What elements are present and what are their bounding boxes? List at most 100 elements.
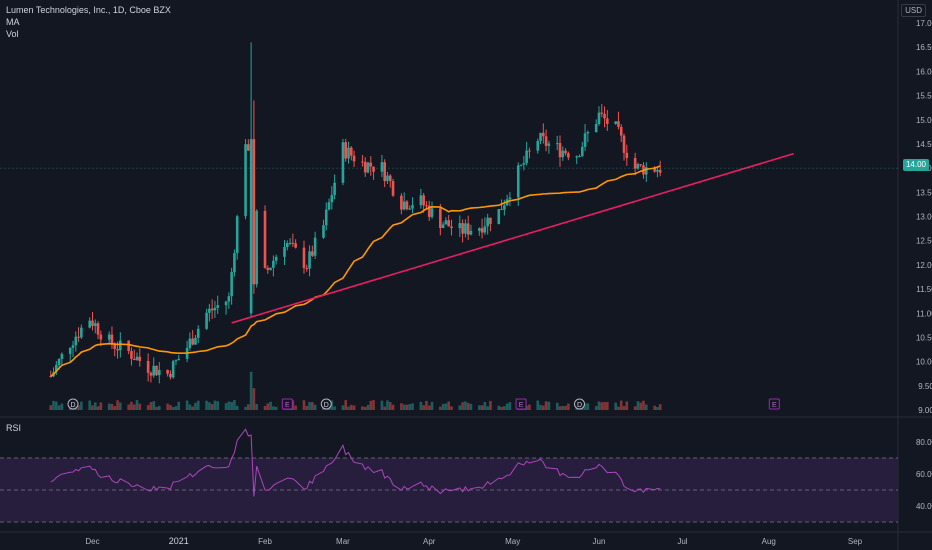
volume-bar: [544, 401, 548, 410]
candle-body: [291, 242, 295, 244]
volume-bar: [600, 402, 604, 410]
candle-body: [636, 164, 640, 169]
price-tick-label: 12.50: [916, 237, 932, 246]
volume-bar: [349, 404, 353, 410]
candle-body: [352, 155, 356, 162]
candle-body: [322, 225, 325, 238]
candle-body: [60, 353, 64, 359]
candle-body: [447, 220, 450, 227]
time-tick-label: Aug: [762, 537, 776, 546]
volume-bar: [422, 405, 425, 410]
volume-bar: [255, 404, 258, 410]
candle-body: [341, 142, 345, 183]
candle-body: [349, 147, 353, 156]
candle-body: [99, 334, 103, 340]
candle-body: [80, 327, 83, 338]
candle-body: [603, 113, 606, 119]
volume-bar: [302, 400, 306, 410]
time-tick-label: Jul: [677, 537, 687, 546]
candle-body: [166, 369, 169, 374]
candle-body: [614, 121, 617, 124]
volume-bar: [96, 406, 100, 410]
event-marker: [768, 398, 780, 410]
volume-bar: [77, 405, 80, 410]
volume-bar: [171, 406, 175, 410]
candle-body: [411, 205, 414, 209]
volume-bar: [333, 406, 336, 410]
candle-body: [130, 351, 133, 359]
price-tick-label: 16.00: [916, 67, 932, 76]
event-marker: [320, 398, 332, 410]
candle-body: [405, 201, 409, 210]
volume-bar: [344, 400, 348, 410]
candle-body: [135, 356, 139, 361]
price-tick-label: 16.50: [916, 43, 932, 52]
candle-body: [402, 201, 406, 210]
candle-body: [606, 118, 609, 124]
candle-body: [313, 237, 317, 256]
candle-body: [522, 163, 526, 165]
volume-bar: [166, 403, 169, 410]
volume-bar: [308, 402, 311, 410]
volume-bar: [249, 371, 253, 410]
volume-bar: [458, 405, 462, 410]
candle-body: [93, 323, 97, 326]
candle-body: [408, 208, 412, 210]
volume-bar: [169, 404, 172, 410]
volume-bar: [547, 401, 551, 410]
ma-indicator-label[interactable]: MA: [6, 17, 20, 27]
candle-body: [330, 195, 334, 203]
candle-body: [503, 205, 506, 210]
volume-bar: [469, 403, 473, 410]
rsi-indicator-label[interactable]: RSI: [6, 423, 22, 433]
volume-bar: [603, 401, 606, 410]
candle-body: [96, 323, 100, 335]
volume-bar: [597, 401, 601, 410]
candle-body: [575, 156, 579, 158]
candle-body: [157, 369, 161, 376]
candle-body: [138, 356, 142, 361]
candle-body: [274, 256, 278, 261]
candle-body: [539, 132, 542, 141]
volume-bar: [272, 406, 275, 410]
candle-body: [528, 150, 531, 152]
rsi-tick-label: 80.00: [916, 438, 932, 447]
price-tick-label: 15.00: [916, 116, 932, 125]
candle-body: [263, 210, 267, 268]
candle-body: [285, 243, 289, 247]
candle-body: [400, 195, 403, 210]
candle-body: [444, 220, 448, 225]
candle-body: [547, 143, 551, 146]
volume-bar: [155, 406, 158, 410]
candle-body: [422, 195, 425, 206]
volume-bar: [439, 406, 442, 410]
volume-bar: [60, 403, 64, 410]
volume-bar: [216, 401, 220, 410]
volume-bar: [291, 400, 295, 410]
currency-badge[interactable]: USD: [901, 4, 926, 17]
time-tick-label: 2021: [169, 536, 189, 546]
candle-body: [380, 162, 384, 172]
vol-indicator-label[interactable]: Vol: [6, 29, 19, 39]
ma-line: [50, 165, 661, 377]
candle-body: [327, 202, 331, 210]
candle-body: [483, 226, 487, 233]
volume-bar: [636, 401, 640, 410]
volume-bar: [99, 402, 103, 410]
candle-body: [196, 328, 200, 338]
volume-bar: [642, 400, 645, 410]
candle-body: [653, 167, 656, 172]
volume-bar: [191, 406, 194, 410]
volume-bar: [210, 404, 214, 410]
rsi-tick-label: 60.00: [916, 470, 932, 479]
price-tick-label: 12.00: [916, 261, 932, 270]
event-marker-label: D: [324, 402, 329, 409]
candle-body: [597, 112, 601, 125]
event-marker: [281, 398, 293, 410]
candle-body: [127, 340, 130, 352]
candle-body: [55, 364, 58, 373]
candle-body: [255, 210, 258, 285]
volume-bar: [152, 401, 156, 410]
event-marker-label: E: [519, 402, 524, 409]
volume-bar: [52, 400, 55, 410]
